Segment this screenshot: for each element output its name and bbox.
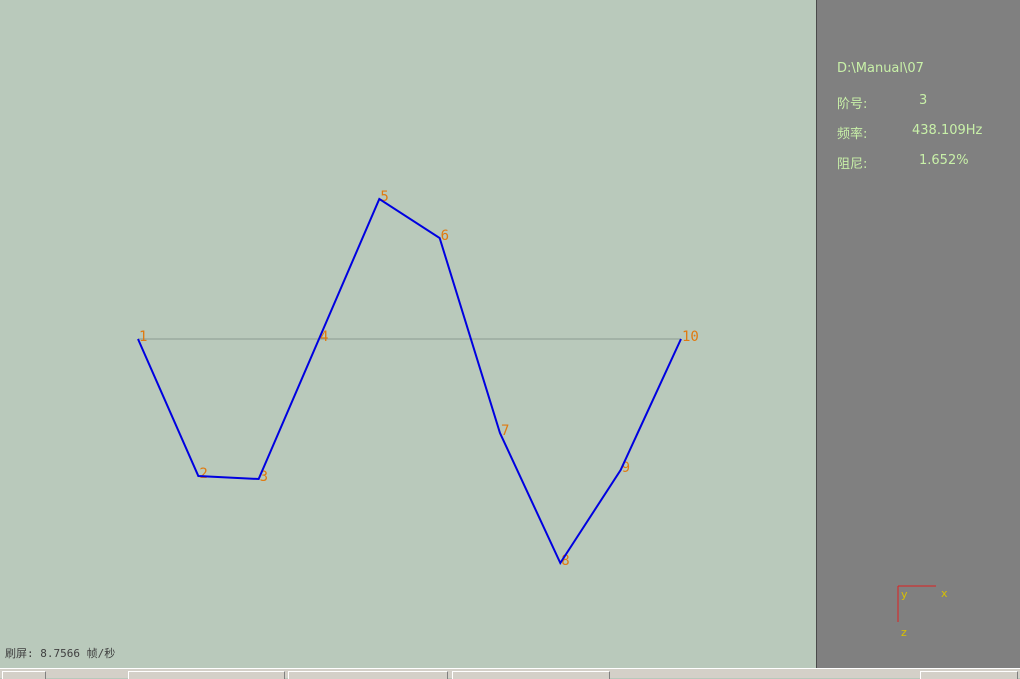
- taskbar-task-3[interactable]: [452, 671, 610, 679]
- damping-value: 1.652%: [919, 153, 969, 168]
- mode-order-label: 阶号:: [837, 97, 868, 112]
- taskbar: [0, 668, 1020, 679]
- taskbar-task-1[interactable]: [128, 671, 285, 679]
- mode-order-value: 3: [919, 93, 928, 108]
- refresh-rate-status: 刷屏: 8.7566 帧/秒: [5, 647, 116, 660]
- node-label-1: 1: [139, 329, 147, 345]
- node-label-9: 9: [622, 460, 630, 476]
- info-panel: D:\Manual\07 阶号: 3 频率: 438.109Hz 阻尼: 1.6…: [816, 0, 1020, 668]
- node-label-7: 7: [501, 423, 509, 439]
- frequency-label: 频率:: [837, 127, 868, 142]
- node-label-8: 8: [561, 553, 569, 569]
- frequency-value: 438.109Hz: [912, 123, 983, 138]
- node-label-5: 5: [380, 189, 388, 205]
- graphics-viewport[interactable]: 1 2 3 4 5 6 7 8 9 10 刷屏: 8.7566 帧/秒: [0, 0, 816, 668]
- taskbar-task-2[interactable]: [288, 671, 448, 679]
- file-path: D:\Manual\07: [837, 61, 924, 76]
- node-label-2: 2: [199, 466, 207, 482]
- node-label-10: 10: [682, 329, 699, 345]
- node-label-6: 6: [441, 228, 449, 244]
- system-tray: [920, 671, 1018, 679]
- damping-label: 阻尼:: [837, 157, 868, 172]
- node-label-4: 4: [320, 329, 328, 345]
- mode-shape-plot: 1 2 3 4 5 6 7 8 9 10: [137, 189, 699, 569]
- node-label-3: 3: [260, 469, 268, 485]
- deformed-shape-line: [137, 197, 682, 566]
- start-button[interactable]: [2, 671, 46, 679]
